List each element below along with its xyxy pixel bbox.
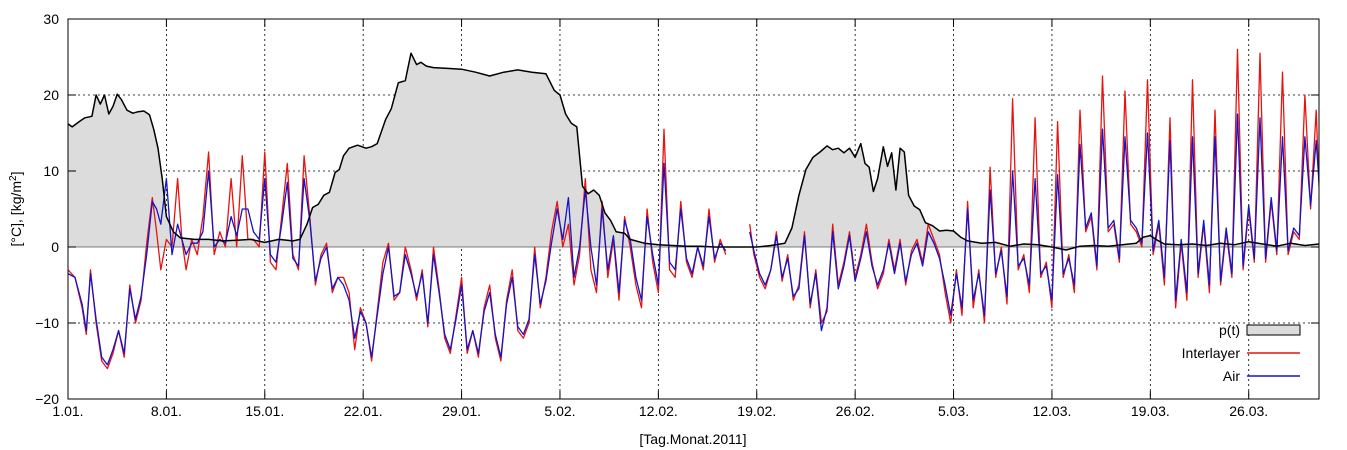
legend-label: Interlayer	[1182, 345, 1241, 361]
y-tick-label: −10	[35, 315, 59, 331]
plot-frame	[67, 18, 1320, 400]
y-ticks: −20 −10 0 10 20 30	[35, 11, 1319, 407]
y-tick-label: −20	[35, 391, 59, 407]
x-tick-label: 5.02.	[544, 403, 575, 419]
air-line	[749, 113, 1319, 332]
legend-label: Air	[1223, 368, 1240, 384]
x-tick-label: 15.01.	[245, 403, 284, 419]
x-tick-label: 8.01.	[151, 403, 182, 419]
x-tick-label: 22.01.	[344, 403, 383, 419]
x-tick-label: 12.03.	[1032, 403, 1071, 419]
y-tick-label: 30	[43, 11, 59, 27]
legend: p(t) Interlayer Air	[1182, 322, 1301, 384]
y-tick-label: 0	[51, 239, 59, 255]
y-axis-title: [°C], [kg/m2]	[8, 172, 25, 247]
y-axis-title-close: ]	[8, 172, 24, 176]
grid-lines	[68, 19, 1319, 399]
x-tick-label: 26.03.	[1229, 403, 1268, 419]
x-ticks: 1.01. 8.01. 15.01. 22.01. 29.01. 5.02. 12.02. 1…	[52, 19, 1268, 419]
y-tick-label: 20	[43, 87, 59, 103]
x-axis-title: [Tag.Monat.2011]	[639, 431, 746, 447]
x-tick-label: 1.01.	[52, 403, 83, 419]
y-tick-label: 10	[43, 163, 59, 179]
plot-area	[68, 48, 1319, 370]
pt-line	[68, 52, 1319, 251]
x-tick-label: 26.02.	[836, 403, 875, 419]
y-axis-title-superscript: 2	[8, 175, 19, 181]
x-tick-label: 5.03.	[938, 403, 969, 419]
x-tick-label: 29.01.	[442, 403, 481, 419]
pt-area	[68, 53, 1319, 251]
x-tick-label: 19.02.	[737, 403, 776, 419]
axes	[67, 18, 1320, 400]
legend-swatch-pt	[1246, 324, 1301, 336]
x-tick-label: 19.03.	[1131, 403, 1170, 419]
x-tick-label: 12.02.	[639, 403, 678, 419]
y-axis-title-main: [°C], [kg/m	[8, 181, 24, 247]
legend-label: p(t)	[1219, 322, 1240, 338]
